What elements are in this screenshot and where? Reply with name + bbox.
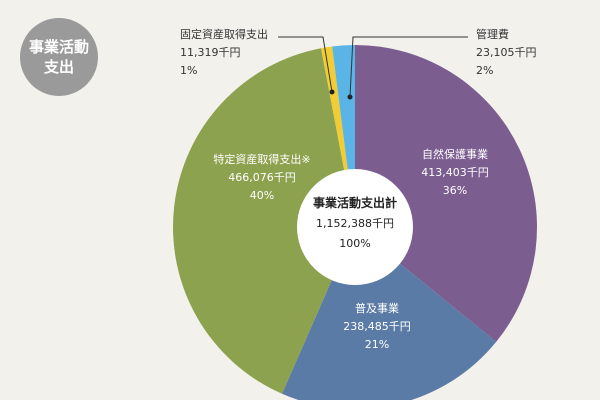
pie-slice-3 xyxy=(173,48,355,394)
section-badge: 事業活動 支出 xyxy=(20,18,98,96)
slice-label-5: 管理費 23,105千円 2% xyxy=(476,27,537,77)
slice-label-1: 自然保護事業 413,403千円 36% xyxy=(421,147,489,197)
leader-line-4 xyxy=(278,36,333,93)
slice-label-3: 特定資産取得支出※ 466,076千円 40% xyxy=(213,152,310,202)
slice-label-2: 普及事業 238,485千円 21% xyxy=(343,301,411,351)
center-total-text: 事業活動支出計 1,152,388千円 100% xyxy=(313,195,397,250)
pie-slice-2 xyxy=(282,227,497,400)
badge-line-2: 支出 xyxy=(43,58,74,76)
center-label: 事業活動支出計 1,152,388千円 100% xyxy=(313,195,397,250)
slice-labels: 自然保護事業 413,403千円 36% 普及事業 238,485千円 21% 特定資産取得… xyxy=(180,27,537,351)
leader-line-5 xyxy=(349,36,468,98)
leader-lines xyxy=(278,36,468,100)
badge-line-1: 事業活動 xyxy=(28,37,89,56)
leader-dot-4 xyxy=(329,89,335,95)
slice-label-4: 固定資産取得支出 11,319千円 1% xyxy=(180,27,268,77)
leader-dot-5 xyxy=(347,94,353,100)
center-hole xyxy=(297,169,413,285)
pie-slice-1 xyxy=(355,45,537,342)
